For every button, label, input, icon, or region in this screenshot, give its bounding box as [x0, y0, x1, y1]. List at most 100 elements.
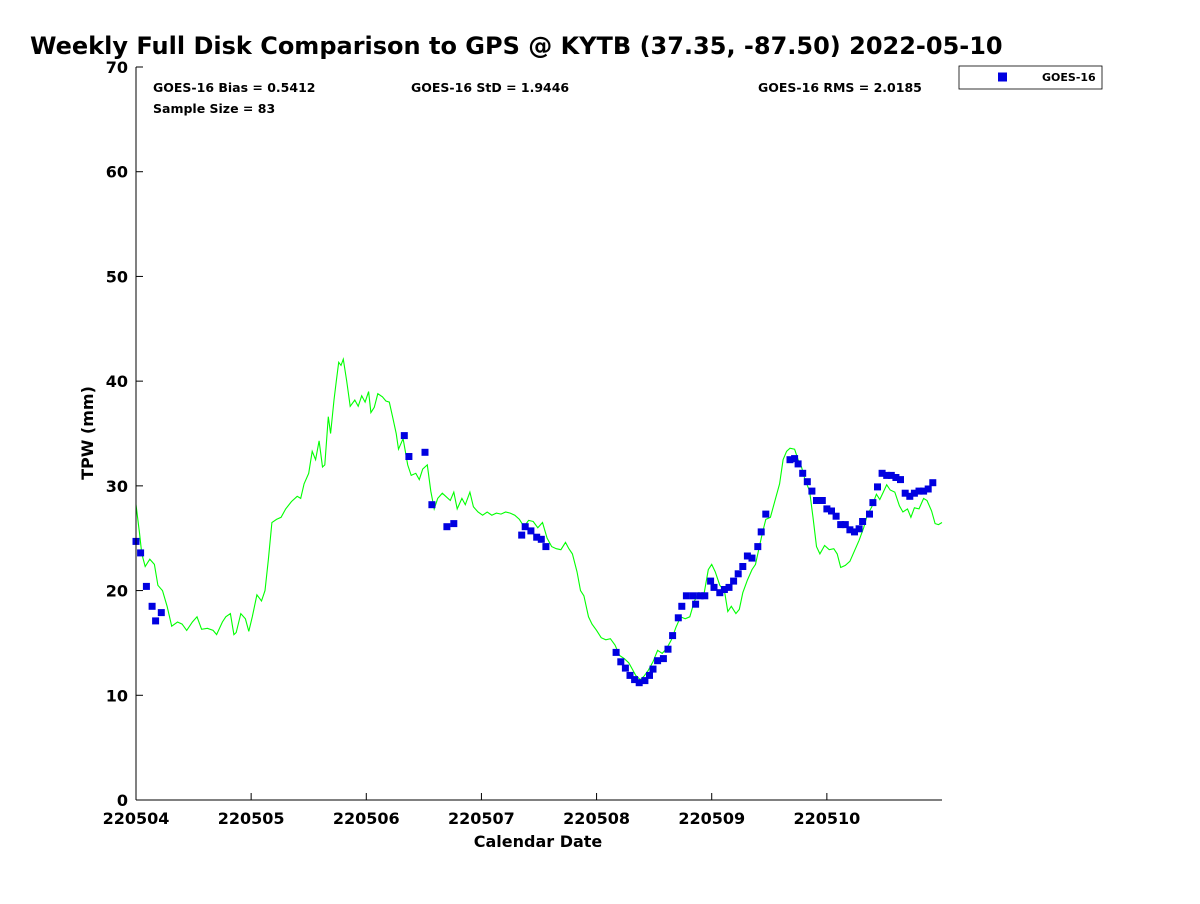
- goes-point: [808, 487, 816, 495]
- legend-goes-marker: [998, 72, 1007, 82]
- x-tick-label: 220507: [448, 809, 515, 828]
- goes-point: [631, 676, 639, 684]
- legend: GOES-16: [958, 65, 1103, 90]
- y-tick-label: 0: [117, 791, 128, 810]
- goes-point: [818, 497, 826, 504]
- goes-point: [701, 592, 709, 600]
- goes-point: [743, 552, 751, 560]
- y-tick-label: 20: [106, 582, 128, 601]
- goes-point: [786, 456, 794, 464]
- goes-point: [897, 476, 904, 484]
- goes-point: [674, 614, 682, 622]
- goes-point: [148, 602, 156, 610]
- goes-point: [734, 570, 742, 578]
- goes-point: [400, 432, 408, 440]
- legend-box: [958, 65, 1103, 90]
- goes-point: [754, 543, 762, 551]
- goes-point: [720, 586, 728, 593]
- goes-point: [649, 665, 657, 673]
- goes-point: [527, 527, 535, 535]
- goes-point: [428, 501, 436, 509]
- goes-point: [137, 549, 145, 557]
- goes-point: [851, 528, 858, 536]
- goes-point: [641, 677, 649, 685]
- chart-title: Weekly Full Disk Comparison to GPS @ KYT…: [30, 32, 1003, 60]
- goes-series: [132, 432, 937, 687]
- goes-point: [883, 471, 891, 479]
- std-stat: GOES-16 StD = 1.9446: [411, 80, 569, 95]
- goes-point: [869, 499, 877, 507]
- goes-point: [646, 671, 653, 679]
- goes-point: [142, 582, 150, 590]
- goes-point: [762, 510, 770, 518]
- goes-point: [874, 483, 881, 491]
- goes-point: [929, 479, 937, 487]
- goes-point: [915, 487, 923, 495]
- y-tick-label: 10: [106, 686, 128, 705]
- goes-point: [730, 577, 738, 585]
- goes-point: [791, 455, 799, 463]
- goes-point: [157, 609, 165, 617]
- y-tick-label: 60: [106, 163, 128, 182]
- goes-point: [443, 523, 451, 531]
- x-tick-label: 220504: [103, 809, 170, 828]
- goes-point: [421, 448, 429, 456]
- goes-point: [924, 485, 932, 493]
- goes-point: [617, 658, 625, 666]
- goes-point: [846, 526, 854, 534]
- goes-point: [692, 600, 700, 608]
- goes-point: [757, 528, 765, 536]
- legend-goes-label: GOES-16: [1042, 71, 1096, 84]
- goes-point: [682, 592, 690, 600]
- y-tick-label: 40: [106, 372, 128, 391]
- goes-point: [906, 492, 914, 500]
- y-axis-label: TPW (mm): [78, 386, 97, 480]
- goes-point: [669, 632, 677, 640]
- goes-point: [152, 617, 160, 625]
- goes-point: [450, 520, 458, 528]
- goes-point: [748, 554, 756, 562]
- goes-point: [621, 664, 629, 672]
- goes-point: [859, 518, 867, 525]
- goes-point: [689, 592, 697, 600]
- x-tick-label: 220508: [563, 809, 630, 828]
- goes-point: [707, 577, 715, 585]
- goes-point: [659, 655, 667, 663]
- goes-point: [678, 602, 686, 610]
- goes-point: [696, 592, 704, 600]
- goes-point: [823, 505, 831, 513]
- goes-point: [518, 531, 526, 539]
- x-tick-label: 220506: [333, 809, 400, 828]
- goes-point: [901, 489, 909, 497]
- goes-point: [794, 460, 802, 468]
- goes-point: [837, 521, 845, 529]
- goes-point: [612, 648, 620, 656]
- goes-point: [920, 487, 928, 495]
- goes-point: [537, 535, 545, 543]
- y-tick-label: 30: [106, 477, 128, 496]
- y-tick-label: 70: [106, 58, 128, 77]
- y-tick-label: 50: [106, 267, 128, 286]
- x-axis-label: Calendar Date: [474, 832, 603, 851]
- goes-point: [405, 453, 413, 460]
- axes: 0 10 20 30 40 50 60 70 220504 220505 220506 220507 2…: [103, 58, 942, 828]
- goes-point: [828, 507, 835, 515]
- x-tick-label: 220505: [218, 809, 285, 828]
- goes-point: [716, 589, 724, 597]
- goes-point: [832, 512, 840, 520]
- plot-area: [136, 67, 942, 800]
- goes-point: [866, 510, 873, 518]
- x-tick-label: 220510: [793, 809, 860, 828]
- goes-point: [803, 478, 811, 486]
- goes-point: [799, 469, 807, 477]
- goes-point: [521, 523, 529, 531]
- rms-stat: GOES-16 RMS = 2.0185: [758, 80, 922, 95]
- goes-point: [813, 497, 820, 504]
- goes-point: [533, 533, 541, 541]
- goes-point: [635, 679, 643, 687]
- goes-point: [855, 525, 863, 533]
- goes-point: [664, 645, 672, 653]
- bias-stat: GOES-16 Bias = 0.5412: [153, 80, 315, 95]
